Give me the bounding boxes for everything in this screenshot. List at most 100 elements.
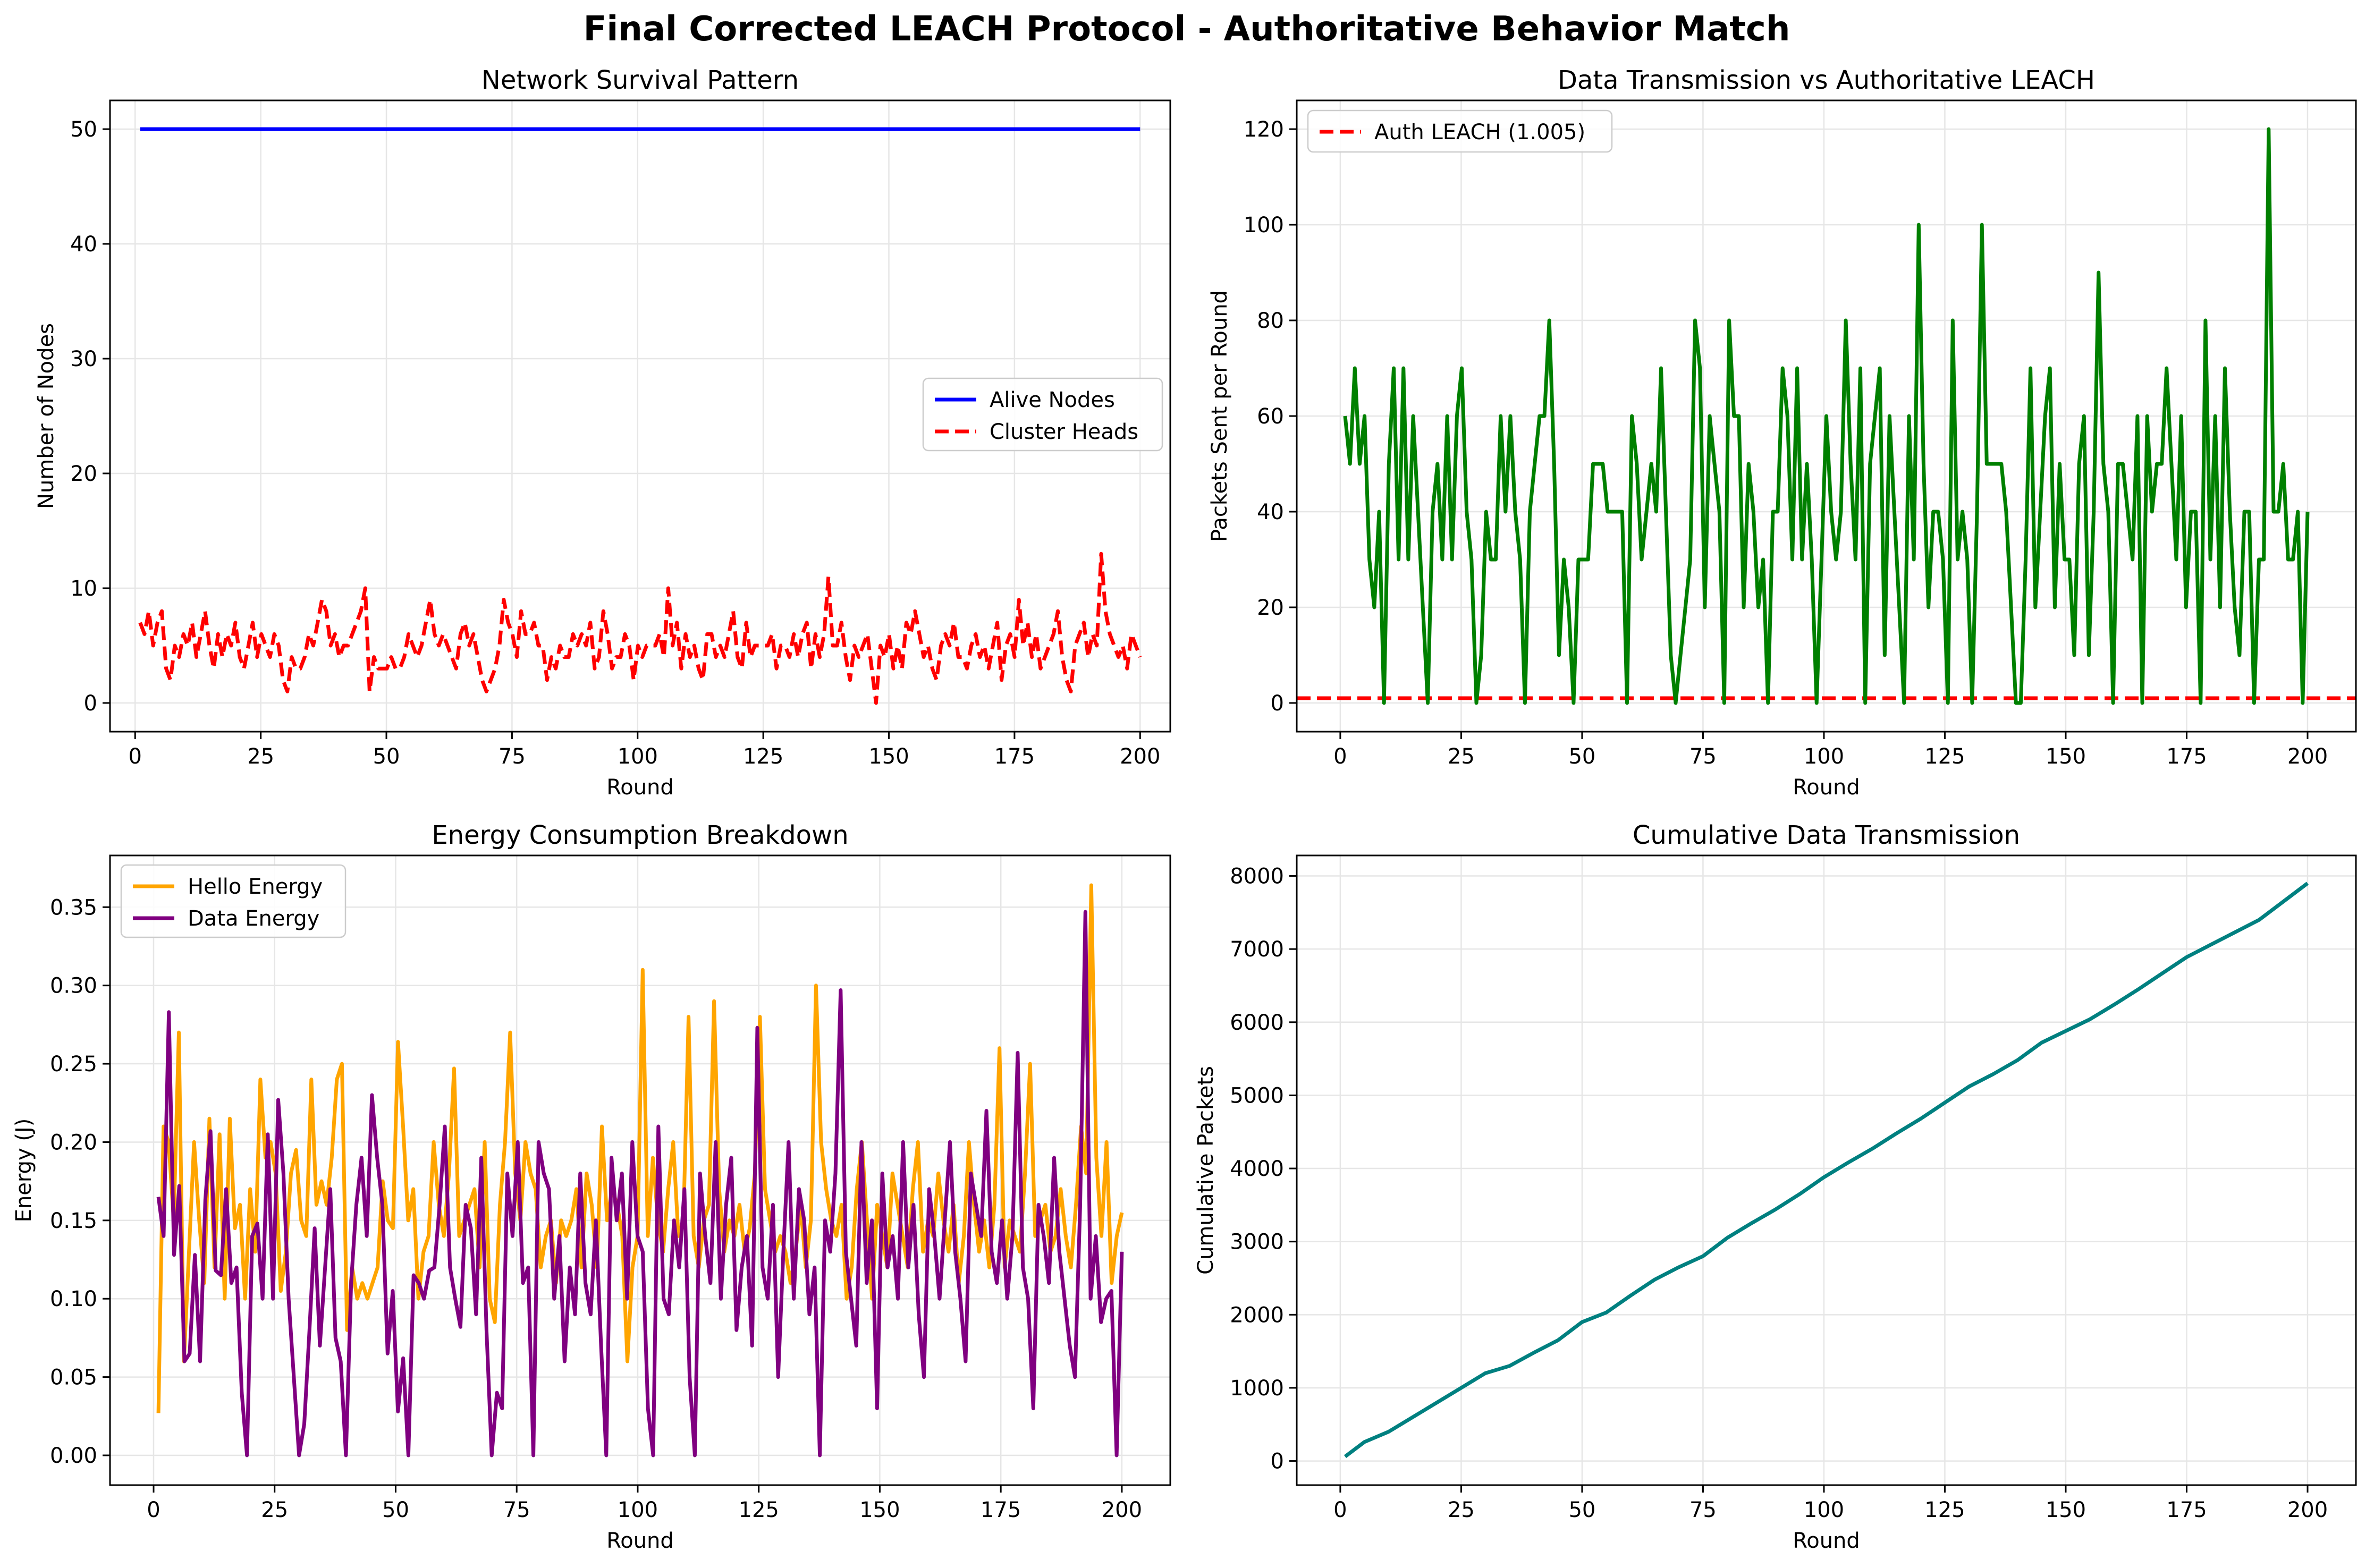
legend-box [922, 377, 1163, 452]
x-tick-label: 175 [2166, 744, 2207, 769]
x-tick-label: 50 [1568, 744, 1595, 769]
x-tick-label: 125 [1924, 1498, 1965, 1522]
y-tick-label: 0.00 [50, 1444, 97, 1468]
x-tick-label: 125 [1924, 744, 1965, 769]
y-tick-label: 6000 [1230, 1011, 1284, 1035]
x-tick-label: 175 [994, 744, 1035, 769]
y-tick-label: 120 [1244, 117, 1284, 142]
y-axis-label: Packets Sent per Round [1207, 290, 1232, 542]
series-line-1 [156, 883, 1124, 1413]
x-tick-label: 25 [1448, 1498, 1475, 1522]
x-tick-label: 75 [503, 1498, 530, 1522]
x-tick-label: 100 [1804, 744, 1844, 769]
x-tick-label: 50 [382, 1498, 409, 1522]
y-tick-label: 40 [70, 232, 97, 257]
series-line-2 [138, 552, 1142, 705]
x-tick-label: 100 [1804, 1498, 1844, 1522]
y-tick-label: 1000 [1230, 1376, 1284, 1401]
x-tick-label: 150 [859, 1498, 900, 1522]
chart-title: Network Survival Pattern [481, 65, 799, 95]
y-axis-label: Energy (J) [12, 1118, 36, 1223]
x-tick-label: 150 [2046, 1498, 2086, 1522]
y-tick-label: 30 [70, 347, 97, 371]
chart-panel-3: 0 25 50 75 100 125 150 175 200 0.00 0.05 0.10 0.15 0.… [12, 820, 1171, 1553]
legend-label: Data Energy [188, 906, 319, 931]
x-tick-label: 50 [1568, 1498, 1595, 1522]
y-tick-label: 5000 [1230, 1083, 1284, 1108]
x-tick-label: 175 [2166, 1498, 2207, 1522]
x-tick-label: 25 [247, 744, 274, 769]
y-tick-label: 7000 [1230, 937, 1284, 962]
y-tick-label: 0.35 [50, 895, 97, 920]
y-tick-label: 60 [1257, 404, 1284, 429]
y-tick-label: 10 [70, 577, 97, 601]
x-tick-label: 125 [743, 744, 783, 769]
legend-label: Auth LEACH (1.005) [1374, 120, 1585, 145]
legend-box [120, 864, 347, 938]
chart-panel-1: 0 25 50 75 100 125 150 175 200 0 10 20 30 40 50 Network… [34, 65, 1171, 800]
y-tick-label: 0.30 [50, 974, 97, 998]
x-tick-label: 200 [2287, 744, 2328, 769]
x-tick-label: 25 [261, 1498, 288, 1522]
y-tick-label: 20 [1257, 596, 1284, 620]
x-tick-label: 50 [373, 744, 400, 769]
x-tick-label: 75 [1689, 744, 1717, 769]
x-tick-label: 0 [147, 1498, 160, 1522]
x-tick-label: 100 [618, 744, 658, 769]
x-axis-label: Round [606, 1529, 674, 1553]
series-line-1 [1344, 882, 2309, 1459]
y-tick-label: 0 [1271, 1450, 1284, 1474]
x-tick-label: 200 [1120, 744, 1160, 769]
y-tick-label: 40 [1257, 500, 1284, 524]
chart-title: Data Transmission vs Authoritative LEACH [1558, 65, 2095, 95]
x-tick-label: 150 [2046, 744, 2086, 769]
y-tick-label: 0 [84, 691, 97, 716]
y-tick-label: 100 [1244, 213, 1284, 238]
x-axis-label: Round [1793, 1529, 1860, 1553]
chart-panel-2: 0 25 50 75 100 125 150 175 200 0 20 40 60 80 100 120 Dat… [1207, 65, 2357, 800]
x-tick-label: 0 [1333, 744, 1347, 769]
legend: Auth LEACH (1.005) [1307, 109, 1613, 153]
y-tick-label: 0.20 [50, 1130, 97, 1155]
x-tick-label: 175 [981, 1498, 1021, 1522]
series-line-1 [1343, 127, 2310, 705]
x-tick-label: 150 [868, 744, 909, 769]
axes-frame [109, 99, 1171, 733]
legend-label: Alive Nodes [990, 388, 1115, 412]
axes-frame [1296, 854, 2357, 1486]
legend: Hello Energy Data Energy [120, 864, 347, 938]
y-tick-label: 0.15 [50, 1209, 97, 1233]
x-tick-label: 100 [618, 1498, 658, 1522]
x-tick-label: 200 [1102, 1498, 1142, 1522]
axes-frame [109, 854, 1171, 1486]
x-tick-label: 25 [1448, 744, 1475, 769]
y-tick-label: 0.25 [50, 1052, 97, 1077]
series-line-2 [156, 910, 1124, 1457]
y-tick-label: 2000 [1230, 1303, 1284, 1327]
y-tick-label: 0.05 [50, 1366, 97, 1390]
x-tick-label: 0 [129, 744, 142, 769]
x-tick-label: 75 [499, 744, 526, 769]
chart-title: Cumulative Data Transmission [1633, 820, 2020, 850]
legend-box [1307, 109, 1613, 153]
y-axis-label: Cumulative Packets [1194, 1066, 1218, 1275]
legend-label: Cluster Heads [990, 420, 1138, 444]
x-tick-label: 75 [1689, 1498, 1717, 1522]
legend: Alive Nodes Cluster Heads [922, 377, 1163, 452]
y-tick-label: 3000 [1230, 1230, 1284, 1255]
chart-title: Energy Consumption Breakdown [432, 820, 848, 850]
y-tick-label: 80 [1257, 309, 1284, 333]
x-axis-label: Round [606, 775, 674, 800]
y-tick-label: 20 [70, 462, 97, 486]
x-axis-label: Round [1793, 775, 1860, 800]
x-tick-label: 200 [2287, 1498, 2328, 1522]
y-tick-label: 8000 [1230, 864, 1284, 889]
y-tick-label: 0.10 [50, 1287, 97, 1311]
figure-suptitle: Final Corrected LEACH Protocol - Authori… [584, 10, 1790, 49]
y-axis-label: Number of Nodes [34, 323, 58, 509]
y-tick-label: 0 [1271, 691, 1284, 716]
chart-panel-4: 0 25 50 75 100 125 150 175 200010002000300040005… [1194, 820, 2357, 1553]
y-tick-label: 4000 [1230, 1157, 1284, 1181]
legend-label: Hello Energy [188, 875, 323, 899]
